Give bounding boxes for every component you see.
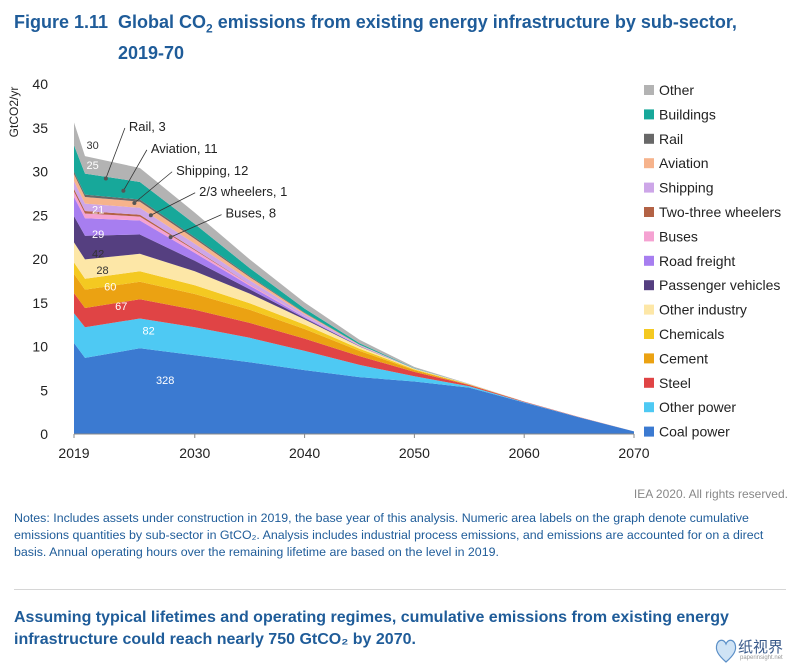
stacked-area-chart: 328 82 67 60 28 42 29 21 25 30 Rail, 3 Aviation, 1… bbox=[7, 76, 781, 461]
callout-label: Aviation, 11 bbox=[151, 141, 218, 156]
legend-label: Road freight bbox=[659, 253, 735, 269]
legend-label: Two-three wheelers bbox=[659, 204, 781, 220]
figure-title-pre: Global CO bbox=[118, 12, 207, 32]
takeaway-text: Assuming typical lifetimes and operating… bbox=[14, 609, 729, 648]
figure-title-line2: 2019-70 bbox=[118, 42, 185, 63]
chart-axes: 2019 2030 2040 2050 2060 2070 0 5 10 15 20 25 30 35 40… bbox=[7, 76, 650, 461]
callout-label: Buses, 8 bbox=[226, 206, 277, 221]
y-tick-label: 15 bbox=[32, 295, 48, 311]
legend-label: Buildings bbox=[659, 106, 716, 122]
y-axis-label: GtCO2/yr bbox=[7, 87, 21, 138]
figure-title-subscript: 2 bbox=[206, 21, 213, 36]
legend-swatch bbox=[644, 353, 654, 364]
legend-swatch bbox=[644, 133, 654, 144]
divider bbox=[14, 589, 786, 590]
area-other-power bbox=[74, 313, 634, 432]
area-coal-power bbox=[74, 343, 634, 434]
area-chemicals bbox=[74, 262, 634, 432]
legend-label: Other power bbox=[659, 399, 736, 415]
figure-title-post: emissions from existing energy infrastru… bbox=[212, 12, 737, 32]
callout-leader-line bbox=[170, 214, 222, 238]
legend-swatch bbox=[644, 402, 654, 413]
x-tick-label: 2060 bbox=[509, 445, 540, 461]
legend-label: Passenger vehicles bbox=[659, 277, 780, 293]
x-tick-label: 2019 bbox=[58, 445, 89, 461]
callout-point bbox=[132, 201, 137, 205]
callout-point bbox=[103, 176, 108, 181]
area-cement bbox=[74, 273, 634, 432]
area-steel bbox=[74, 293, 634, 432]
legend-label: Buses bbox=[659, 228, 698, 244]
area-value-label: 25 bbox=[87, 160, 99, 172]
legend-swatch bbox=[644, 109, 654, 120]
legend-swatch bbox=[644, 182, 654, 193]
watermark-subtext: paperinsight.net bbox=[740, 655, 783, 661]
y-tick-label: 40 bbox=[32, 76, 48, 92]
x-tick-label: 2030 bbox=[179, 445, 210, 461]
legend-swatch bbox=[644, 85, 654, 95]
area-passenger-vehicles bbox=[74, 216, 634, 432]
legend-label: Cement bbox=[659, 350, 708, 366]
watermark-text: 纸视界 bbox=[738, 638, 784, 656]
y-tick-label: 10 bbox=[32, 339, 48, 355]
y-tick-label: 30 bbox=[32, 164, 48, 180]
area-value-label: 21 bbox=[92, 205, 104, 217]
area-value-label: 29 bbox=[92, 229, 104, 241]
y-tick-label: 25 bbox=[32, 207, 48, 223]
legend-swatch bbox=[644, 304, 654, 315]
callout-leader-line bbox=[105, 127, 126, 179]
notes-text: Notes: Includes assets under constructio… bbox=[14, 511, 764, 559]
watermark-logo: 纸视界 paperinsight.net bbox=[710, 632, 800, 669]
x-tick-label: 2070 bbox=[618, 445, 649, 461]
callout-label: Shipping, 12 bbox=[176, 163, 248, 178]
area-value-label: 328 bbox=[156, 375, 174, 387]
x-tick-label: 2050 bbox=[399, 445, 430, 461]
area-value-label: 82 bbox=[143, 325, 155, 337]
legend-label: Chemicals bbox=[659, 326, 724, 342]
y-tick-label: 0 bbox=[40, 426, 48, 442]
area-value-label: 60 bbox=[104, 282, 116, 294]
callout-leader-line bbox=[150, 192, 196, 216]
area-other-industry bbox=[74, 242, 634, 432]
legend-label: Shipping bbox=[659, 180, 714, 196]
area-value-label: 67 bbox=[115, 301, 127, 313]
x-tick-label: 2040 bbox=[289, 445, 320, 461]
legend-swatch bbox=[644, 377, 654, 388]
watermark-heart-icon bbox=[715, 639, 737, 663]
legend-swatch bbox=[644, 207, 654, 217]
legend-label: Coal power bbox=[659, 424, 730, 440]
legend-label: Rail bbox=[659, 131, 683, 147]
area-value-label: 42 bbox=[92, 248, 104, 260]
area-value-label: 30 bbox=[87, 140, 99, 152]
legend-label: Other industry bbox=[659, 302, 747, 318]
legend-swatch bbox=[644, 426, 654, 437]
legend-swatch bbox=[644, 255, 654, 266]
legend-label: Steel bbox=[659, 375, 691, 391]
area-value-label: 28 bbox=[96, 265, 108, 277]
chart-callouts: Rail, 3 Aviation, 11 Shipping, 12 2/3 wheel… bbox=[103, 119, 287, 240]
legend-swatch bbox=[644, 329, 654, 339]
chart-areas bbox=[74, 122, 634, 434]
y-tick-label: 35 bbox=[32, 120, 48, 136]
area-road-freight bbox=[74, 196, 634, 432]
figure-title: Figure 1.11 Global CO2 emissions from exi… bbox=[14, 10, 774, 65]
legend-label: Aviation bbox=[659, 155, 709, 171]
legend-swatch bbox=[644, 231, 654, 242]
callout-point bbox=[168, 235, 173, 240]
callout-label: Rail, 3 bbox=[129, 119, 166, 134]
callout-point bbox=[121, 188, 126, 193]
chart-legend: Other Buildings Rail Aviation Shipping Two-th… bbox=[644, 82, 781, 440]
y-tick-label: 5 bbox=[40, 382, 48, 398]
legend-label: Other bbox=[659, 82, 694, 98]
legend-swatch bbox=[644, 280, 654, 291]
chart-area-labels: 328 82 67 60 28 42 29 21 25 30 bbox=[87, 140, 175, 387]
legend-swatch bbox=[644, 158, 654, 169]
figure-number: Figure 1.11 bbox=[14, 12, 109, 32]
callout-leader-line bbox=[134, 171, 173, 204]
callout-point bbox=[148, 213, 153, 218]
credit-text: IEA 2020. All rights reserved. bbox=[633, 487, 788, 501]
callout-label: 2/3 wheelers, 1 bbox=[199, 184, 287, 199]
callout-leader-line bbox=[123, 149, 148, 191]
y-tick-label: 20 bbox=[32, 251, 48, 267]
